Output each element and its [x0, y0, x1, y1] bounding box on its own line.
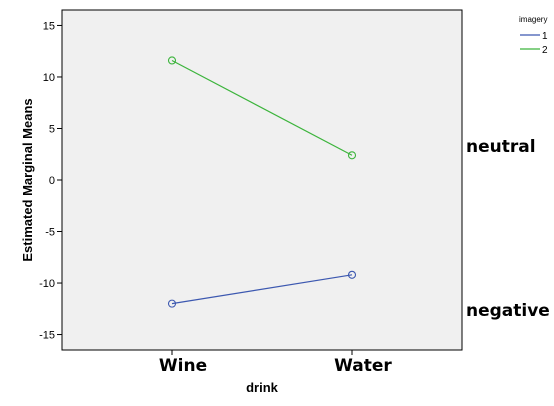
x-axis-title: drink: [246, 380, 279, 395]
y-tick-label: -5: [45, 227, 55, 239]
x-tick-label-water: Water: [334, 356, 392, 376]
series-line-2: [171, 59, 353, 156]
x-tick-label-wine: Wine: [159, 356, 207, 376]
legend-label-series-1: 1: [542, 31, 548, 42]
y-tick-label: 10: [43, 72, 55, 84]
y-axis-ticks: -15 -10 -5 0 5 10 15: [39, 20, 62, 342]
plot-area: [61, 9, 463, 351]
y-tick-label: 0: [49, 175, 55, 187]
series-2-point-wine: [167, 56, 177, 65]
series-line-1: [171, 274, 353, 305]
legend: imagery 1 2: [519, 15, 548, 56]
y-tick-label: -15: [39, 330, 55, 342]
series-1-point-wine: [167, 299, 177, 308]
series-layer: [167, 56, 357, 308]
y-tick-label: 5: [49, 123, 55, 135]
annotation-neutral: neutral: [466, 137, 536, 157]
annotation-negative: negative: [466, 301, 550, 321]
y-axis-title: Estimated Marginal Means: [20, 98, 35, 261]
y-tick-label: 15: [43, 20, 55, 32]
y-tick-label: -10: [39, 278, 55, 290]
series-1-point-water: [347, 270, 357, 279]
legend-label-series-2: 2: [542, 45, 548, 56]
x-axis-ticks: Wine Water: [159, 350, 392, 376]
series-2-point-water: [347, 151, 357, 160]
legend-title: imagery: [519, 15, 547, 24]
